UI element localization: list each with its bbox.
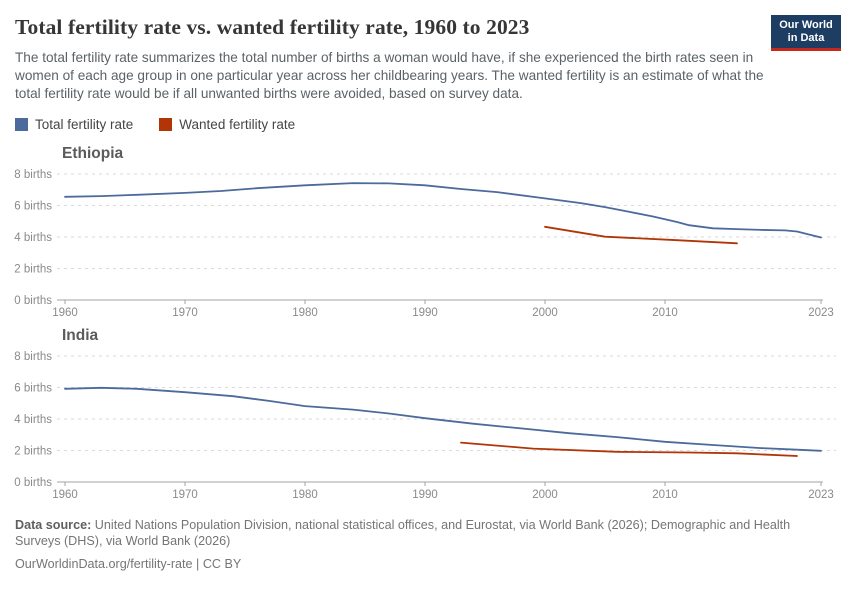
total-fertility-rate-line[interactable] [64, 182, 822, 239]
facet-title-ethiopia: Ethiopia [62, 144, 124, 162]
y-axis-tick-label: 0 births [14, 295, 52, 307]
y-axis-tick-label: 6 births [14, 382, 52, 394]
x-axis-tick-label: 1980 [292, 489, 318, 500]
legend-label: Wanted fertility rate [179, 116, 296, 132]
chart-subtitle: The total fertility rate summarizes the … [15, 50, 764, 101]
x-axis-tick-label: 2023 [808, 307, 834, 318]
chart-footer: Data source: United Nations Population D… [15, 517, 835, 573]
legend-item-total-fertility-rate[interactable]: Total fertility rate [15, 117, 133, 132]
x-axis-tick-label: 1990 [412, 307, 438, 318]
owid-logo[interactable]: Our World in Data [771, 15, 841, 51]
x-axis-tick-label: 1970 [172, 307, 198, 318]
y-axis-tick-label: 8 births [14, 351, 52, 363]
x-axis-tick-label: 1960 [52, 489, 78, 500]
legend-swatch-icon [159, 117, 173, 131]
y-axis-tick-label: 2 births [14, 445, 52, 457]
legend-item-wanted-fertility-rate[interactable]: Wanted fertility rate [159, 117, 295, 132]
chart-india: 0 births 2 births 4 births 6 births 8 births… [0, 346, 850, 500]
license-text: | CC BY [192, 557, 242, 572]
y-axis-tick-label: 6 births [14, 200, 52, 212]
x-axis-tick-label: 1970 [172, 489, 198, 500]
data-source-text: United Nations Population Division, nati… [15, 517, 791, 549]
data-source-label: Data source: [15, 517, 92, 532]
x-axis-tick-label: 2000 [532, 489, 558, 500]
total-fertility-rate-line[interactable] [64, 386, 822, 452]
x-axis-tick-label: 1990 [412, 489, 438, 500]
chart-header: Total fertility rate vs. wanted fertilit… [15, 15, 841, 103]
y-axis-tick-label: 4 births [14, 414, 52, 426]
legend-swatch-icon [15, 117, 28, 131]
x-axis-tick-label: 2023 [808, 489, 834, 500]
owid-logo-line2: in Data [787, 31, 825, 44]
wanted-fertility-rate-line[interactable] [460, 441, 798, 457]
x-axis-tick-label: 2010 [652, 307, 678, 318]
y-axis-tick-label: 8 births [14, 169, 52, 181]
chart-ethiopia: 0 births 2 births 4 births 6 births 8 births… [0, 164, 850, 318]
license-line: OurWorldinData.org/fertility-rate | CC B… [15, 556, 835, 573]
x-axis-tick-label: 1980 [292, 307, 318, 318]
y-axis-tick-label: 2 births [14, 263, 52, 275]
page-title: Total fertility rate vs. wanted fertilit… [15, 15, 530, 39]
x-axis-tick-label: 2000 [532, 307, 558, 318]
owid-logo-line1: Our World [779, 18, 833, 31]
owid-url-link[interactable]: OurWorldinData.org/fertility-rate [15, 557, 193, 572]
legend: Total fertility rate Wanted fertility ra… [15, 117, 835, 132]
data-source-line: Data source: United Nations Population D… [15, 517, 833, 550]
wanted-fertility-rate-line[interactable] [544, 225, 738, 245]
legend-label: Total fertility rate [35, 116, 134, 132]
x-axis-tick-label: 2010 [652, 489, 678, 500]
facet-india: India 0 births 2 births 4 births 6 births 8 … [14, 326, 836, 500]
x-axis-tick-label: 1960 [52, 307, 78, 318]
y-axis-tick-label: 0 births [14, 477, 52, 489]
y-axis-tick-label: 4 births [14, 232, 52, 244]
facet-title-india: India [62, 326, 99, 344]
facet-ethiopia: Ethiopia 0 births 2 births 4 births 6 birth… [14, 144, 836, 318]
